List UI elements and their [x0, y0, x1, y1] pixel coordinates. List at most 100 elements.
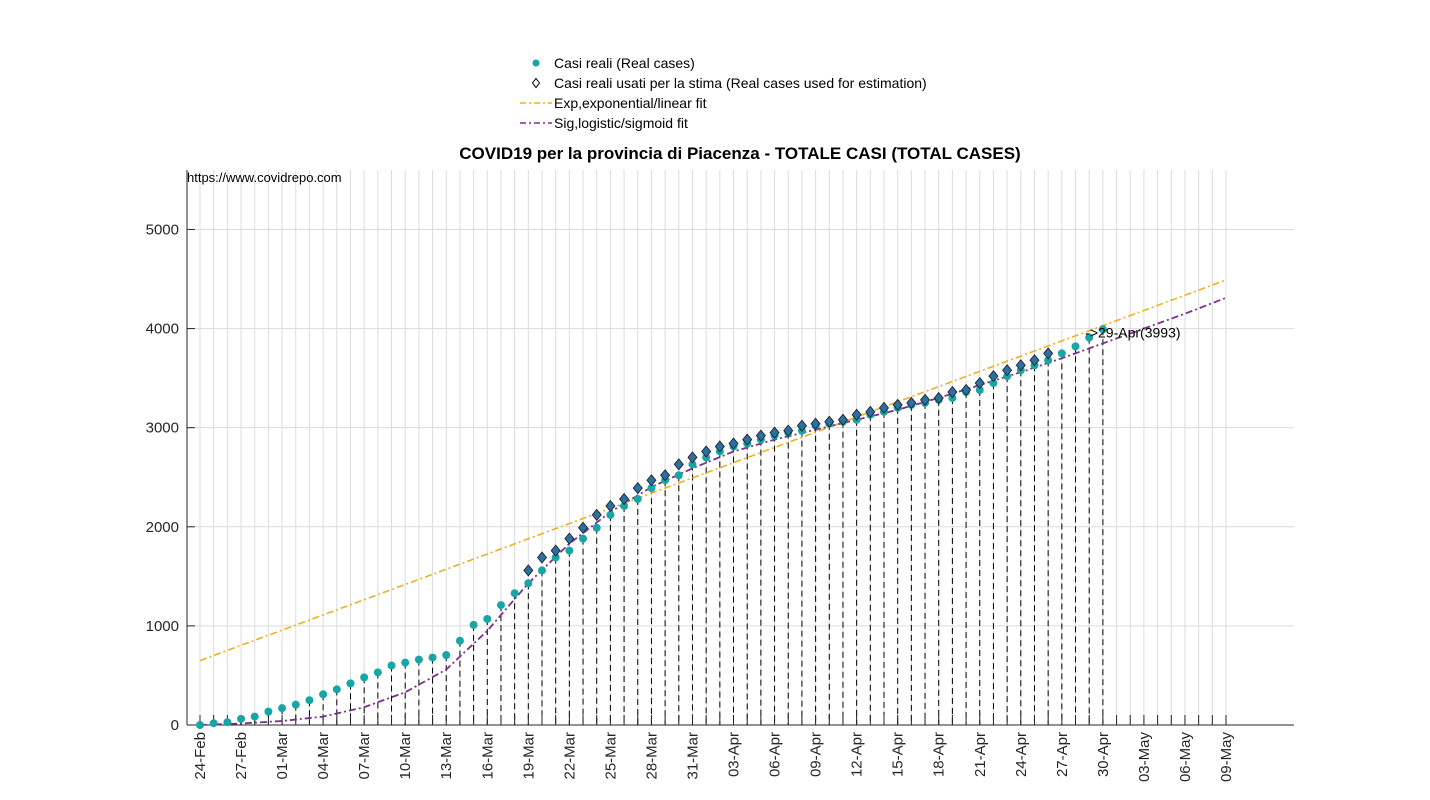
real-case-point	[278, 704, 287, 713]
estimation-point	[550, 544, 561, 557]
estimation-point	[892, 398, 903, 412]
estimation-point	[865, 405, 876, 418]
real-case-point	[469, 620, 478, 629]
x-tick-label: 10-Mar	[397, 732, 414, 780]
x-tick-label: 21-Apr	[972, 732, 989, 777]
x-tick-label: 28-Mar	[643, 732, 660, 780]
real-case-point	[592, 523, 601, 532]
x-tick-label: 04-Mar	[315, 732, 332, 780]
real-case-point	[305, 696, 314, 705]
estimation-point	[605, 499, 616, 513]
sigmoid-fit-line	[199, 296, 1227, 726]
real-case-point	[688, 460, 697, 469]
y-tick-label: 2000	[146, 519, 179, 536]
estimation-point	[591, 508, 602, 522]
x-tick-label: 13-Mar	[438, 732, 455, 780]
x-tick-label: 01-Mar	[274, 732, 291, 780]
plot-area	[187, 170, 1294, 725]
estimation-point	[523, 564, 534, 577]
estimation-point	[878, 401, 890, 414]
estimation-point	[728, 437, 739, 450]
x-tick-label: 24-Feb	[192, 732, 209, 780]
legend: Casi reali (Real cases) Casi reali usati …	[520, 55, 927, 131]
real-case-point	[414, 655, 423, 664]
x-tick-label: 18-Apr	[931, 732, 948, 777]
y-tick-label: 3000	[146, 420, 179, 437]
estimation-point	[920, 393, 931, 407]
estimation-point	[632, 482, 643, 495]
real-case-point	[579, 534, 588, 543]
real-case-point	[360, 673, 369, 682]
x-ticks: 24-Feb 27-Feb 01-Mar 04-Mar 07-Mar 10-Mar 13-M…	[192, 715, 1235, 782]
legend-label: Exp,exponential/linear fit	[554, 95, 707, 111]
real-case-point	[538, 566, 546, 575]
real-case-point	[1071, 342, 1080, 351]
real-case-point	[510, 589, 519, 598]
real-case-point	[620, 501, 629, 510]
estimation-point	[1015, 359, 1026, 372]
x-tick-label: 27-Feb	[233, 732, 250, 780]
estimation-point	[673, 458, 684, 471]
estimation-point	[755, 429, 766, 442]
estimation-point	[933, 391, 944, 405]
real-case-point	[975, 386, 984, 395]
x-tick-label: 19-Mar	[520, 732, 537, 780]
x-tick-label: 31-Mar	[684, 732, 701, 780]
last-value-annotation: ->29-Apr(3993)	[1085, 324, 1180, 340]
real-case-point	[496, 601, 505, 610]
estimation-point	[1029, 354, 1040, 367]
real-case-point	[524, 579, 533, 588]
estimation-point	[837, 413, 848, 426]
estimation-point	[961, 383, 972, 397]
chart-title: COVID19 per la provincia di Piacenza - T…	[459, 144, 1020, 163]
estimation-point	[974, 376, 985, 390]
estimation-point	[1002, 364, 1013, 377]
real-case-point	[606, 510, 615, 519]
estimation-point	[687, 451, 698, 464]
real-case-point	[1098, 325, 1107, 334]
x-tick-label: 12-Apr	[849, 732, 866, 777]
estimation-point	[1043, 347, 1054, 360]
estimation-drop-lines	[213, 329, 1104, 725]
estimation-point	[796, 419, 807, 432]
x-tick-label: 27-Apr	[1054, 732, 1071, 777]
real-case-point	[483, 614, 492, 623]
legend-marker-diamond	[531, 77, 541, 89]
estimation-point	[536, 551, 548, 564]
source-note: https://www.covidrepo.com	[187, 170, 342, 185]
real-case-point	[250, 712, 259, 721]
real-case-point	[633, 495, 642, 504]
real-case-point	[1057, 349, 1066, 358]
series	[196, 279, 1227, 729]
real-case-point	[1044, 356, 1053, 365]
estimation-point	[660, 469, 671, 482]
real-case-point	[196, 721, 204, 729]
legend-marker-circle	[532, 59, 540, 67]
estimation-point	[851, 408, 862, 421]
x-tick-label: 03-May	[1136, 732, 1153, 783]
estimation-point	[578, 521, 589, 534]
x-tick-label: 06-May	[1177, 732, 1194, 783]
x-tick-label: 06-Apr	[767, 732, 784, 777]
real-case-point	[565, 546, 574, 555]
real-case-point	[373, 668, 382, 677]
real-case-point	[551, 553, 560, 562]
x-tick-label: 25-Mar	[602, 732, 619, 780]
real-case-point	[387, 661, 396, 670]
real-case-point	[209, 719, 218, 728]
real-case-point	[346, 679, 355, 688]
exp-fit-line	[199, 279, 1227, 662]
legend-label: Casi reali (Real cases)	[554, 55, 695, 71]
real-case-point	[674, 471, 683, 480]
real-case-point	[442, 651, 451, 660]
estimation-point	[714, 440, 725, 453]
real-case-point	[1085, 333, 1094, 342]
x-tick-label: 09-May	[1218, 732, 1235, 783]
real-case-point	[455, 636, 464, 645]
estimation-point	[783, 424, 794, 437]
real-case-point	[332, 685, 341, 694]
x-tick-label: 16-Mar	[479, 732, 496, 780]
x-tick-label: 03-Apr	[726, 732, 743, 777]
legend-label: Sig,logistic/sigmoid fit	[554, 115, 688, 131]
